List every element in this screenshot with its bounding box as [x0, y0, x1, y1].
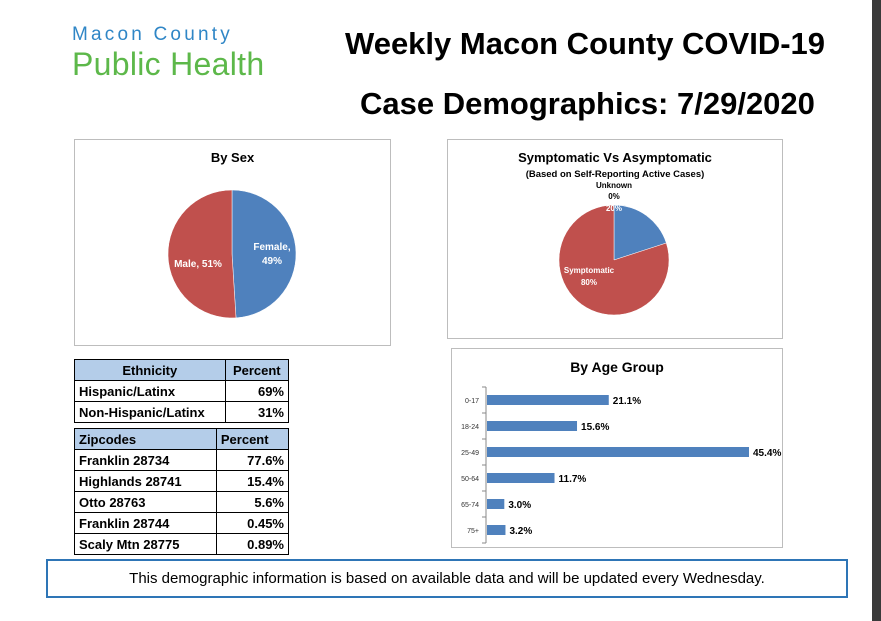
zipcode-value: 0.45% — [215, 512, 290, 534]
age-bar — [487, 473, 555, 483]
table-row: Non-Hispanic/Latinx 31% — [74, 401, 290, 423]
age-bar-label: 3.0% — [508, 500, 531, 511]
age-bar-label: 11.7% — [559, 474, 587, 485]
table-row: Franklin 28744 0.45% — [74, 512, 290, 534]
ethnicity-value: 31% — [224, 401, 290, 423]
pie-label-female: 49% — [262, 256, 282, 267]
page-title-line2: Case Demographics: 7/29/2020 — [360, 86, 815, 121]
table-row: Highlands 28741 15.4% — [74, 470, 290, 492]
ethnicity-header: Ethnicity — [74, 359, 226, 381]
age-tick-label: 75+ — [467, 528, 479, 535]
zipcode-label: Franklin 28744 — [74, 512, 217, 534]
zipcode-label: Otto 28763 — [74, 491, 217, 513]
pie-label-female: Female, — [253, 242, 290, 253]
age-bar-label: 45.4% — [753, 448, 781, 459]
logo-county-text: Macon County — [72, 24, 233, 45]
zipcode-value: 77.6% — [215, 449, 290, 471]
table-row: Scaly Mtn 28775 0.89% — [74, 533, 290, 555]
age-bar — [487, 395, 609, 405]
percent-header: Percent — [224, 359, 290, 381]
age-bar — [487, 447, 749, 457]
zipcode-label: Scaly Mtn 28775 — [74, 533, 217, 555]
age-bar-label: 21.1% — [613, 396, 641, 407]
pie-label-unknown-value: 0% — [608, 192, 620, 201]
update-notice-text: This demographic information is based on… — [129, 570, 765, 587]
symptom-pie-chart: Unknown 0% 20% Symptomatic 80% — [558, 181, 670, 316]
pie-label-unknown: Unknown — [596, 181, 632, 190]
ethnicity-value: 69% — [224, 380, 290, 402]
symptom-chart-title: Symptomatic Vs Asymptomatic — [518, 150, 712, 165]
sex-chart-panel: By Sex Female, 49% Male, 51% — [74, 139, 391, 346]
ethnicity-label: Non-Hispanic/Latinx — [74, 401, 226, 423]
pie-label-symptomatic: Symptomatic — [564, 266, 615, 275]
age-tick-label: 65-74 — [461, 502, 479, 509]
pie-label-asymptomatic-value: 20% — [606, 204, 622, 213]
age-tick-label: 18-24 — [461, 424, 479, 431]
pie-slice-female — [231, 189, 297, 319]
age-bar-chart: 0-17 21.1% 18-24 15.6% 25-49 45.4% 50-64 11.7% 6… — [461, 386, 781, 544]
age-tick-label: 50-64 — [461, 476, 479, 483]
zipcode-value: 0.89% — [215, 533, 290, 555]
age-bar — [487, 525, 506, 535]
sex-pie-chart: Female, 49% Male, 51% — [167, 189, 297, 319]
age-chart-title: By Age Group — [570, 359, 664, 375]
zipcode-header-row: Zipcodes Percent — [74, 428, 290, 450]
sex-chart-title: By Sex — [210, 150, 255, 165]
update-notice: This demographic information is based on… — [46, 559, 848, 598]
pie-label-symptomatic-value: 80% — [581, 278, 597, 287]
logo-health-text: Public Health — [72, 46, 265, 82]
age-bar-label: 3.2% — [509, 526, 532, 537]
ethnicity-label: Hispanic/Latinx — [74, 380, 226, 402]
pie-label-male: Male, 51% — [174, 259, 222, 270]
page-title-line1: Weekly Macon County COVID-19 — [345, 26, 826, 61]
zipcode-label: Franklin 28734 — [74, 449, 217, 471]
zipcode-header: Zipcodes — [74, 428, 217, 450]
ethnicity-table: Ethnicity Percent Hispanic/Latinx 69% No… — [74, 359, 290, 423]
percent-header: Percent — [215, 428, 290, 450]
table-row: Otto 28763 5.6% — [74, 491, 290, 513]
age-bar-label: 15.6% — [581, 422, 609, 433]
pie-slice-male — [167, 189, 237, 319]
zipcode-table: Zipcodes Percent Franklin 28734 77.6% Hi… — [74, 428, 290, 555]
table-row: Franklin 28734 77.6% — [74, 449, 290, 471]
age-tick-label: 0-17 — [465, 398, 479, 405]
zipcode-value: 15.4% — [215, 470, 290, 492]
age-chart-panel: By Age Group 0-17 21.1% 18-24 15.6% 25-49 45.… — [451, 348, 783, 548]
zipcode-value: 5.6% — [215, 491, 290, 513]
age-bar — [487, 499, 505, 509]
age-tick-label: 25-49 — [461, 450, 479, 457]
symptom-chart-subtitle: (Based on Self-Reporting Active Cases) — [525, 169, 705, 180]
table-row: Hispanic/Latinx 69% — [74, 380, 290, 402]
symptom-chart-panel: Symptomatic Vs Asymptomatic (Based on Se… — [447, 139, 783, 339]
pie-slice-symptomatic — [558, 204, 670, 316]
age-bar — [487, 421, 578, 431]
ethnicity-header-row: Ethnicity Percent — [74, 359, 290, 381]
zipcode-label: Highlands 28741 — [74, 470, 217, 492]
pie-slice-asymptomatic — [613, 204, 667, 261]
